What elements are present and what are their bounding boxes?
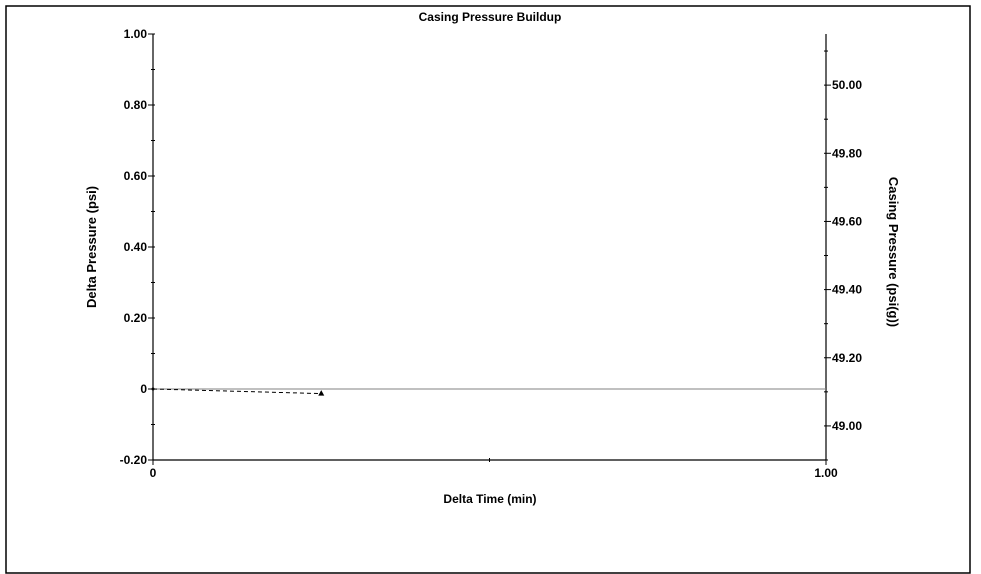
data-point: [151, 387, 155, 391]
x-tick-label: 0: [150, 466, 157, 480]
y2-axis-label: Casing Pressure (psi(g)): [886, 177, 901, 327]
y-tick-label: 0.20: [124, 311, 148, 325]
chart-border: [5, 5, 971, 574]
y2-tick-label: 49.20: [832, 351, 862, 365]
y-tick-label: 0: [140, 382, 147, 396]
y2-tick-label: 49.60: [832, 214, 862, 228]
y2-tick-label: 50.00: [832, 78, 862, 92]
chart-title: Casing Pressure Buildup: [419, 10, 562, 24]
y-tick-label: 0.40: [124, 240, 148, 254]
y2-tick-label: 49.00: [832, 419, 862, 433]
y-tick-label: 0.80: [124, 98, 148, 112]
data-point-triangle: [318, 390, 325, 396]
x-tick-label: 1.00: [814, 466, 838, 480]
plot-area: -0.2000.200.400.600.801.0049.0049.2049.4…: [120, 27, 863, 480]
y-axis-label: Delta Pressure (psi): [84, 186, 99, 308]
y-tick-label: 0.60: [124, 169, 148, 183]
x-axis-label: Delta Time (min): [443, 492, 536, 506]
y2-tick-label: 49.80: [832, 146, 862, 160]
series-line: [152, 388, 322, 395]
y2-tick-label: 49.40: [832, 283, 862, 297]
y-tick-label: -0.20: [120, 453, 148, 467]
y-tick-label: 1.00: [124, 27, 148, 41]
